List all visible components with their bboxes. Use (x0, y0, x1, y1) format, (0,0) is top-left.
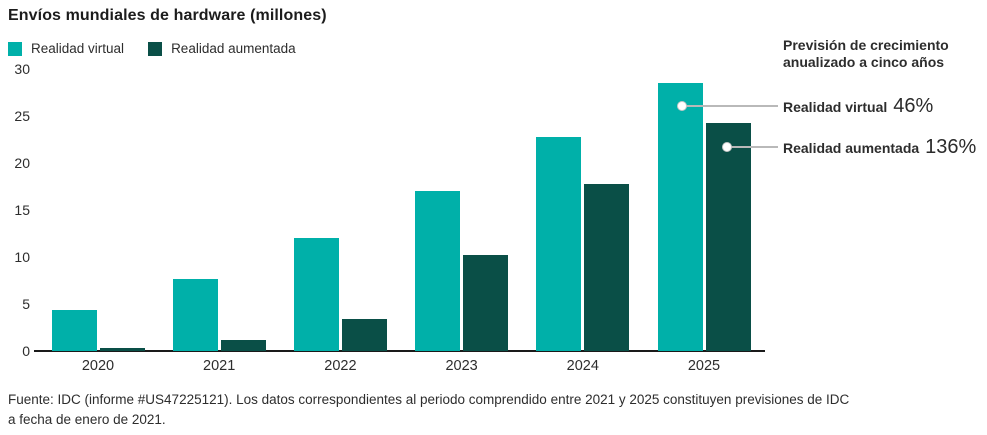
x-label-2023: 2023 (445, 358, 478, 374)
y-tick-10: 10 (14, 249, 30, 265)
x-axis-line (34, 350, 765, 352)
connector-dot-aumentada-icon (722, 142, 732, 152)
annotation-realidad-aumentada: Realidad aumentada 136% (783, 136, 976, 159)
legend-item-realidad-aumentada: Realidad aumentada (148, 41, 296, 56)
chart-title: Envíos mundiales de hardware (millones) (8, 7, 327, 24)
bar-realidad-aumentada-2020 (99, 348, 145, 351)
legend-swatch-virtual-icon (8, 41, 22, 56)
bar-realidad-aumentada-2023 (463, 255, 509, 351)
bar-realidad-virtual-2023 (415, 191, 461, 351)
legend: Realidad virtual Realidad aumentada (8, 41, 296, 56)
bar-realidad-aumentada-2022 (341, 319, 387, 351)
y-tick-0: 0 (22, 343, 30, 359)
legend-label-realidad-virtual: Realidad virtual (31, 41, 125, 56)
y-tick-20: 20 (14, 155, 30, 171)
legend-swatch-aumentada-icon (148, 41, 163, 56)
connector-dot-virtual-icon (677, 101, 687, 111)
annotation-label-virtual: Realidad virtual (783, 99, 888, 115)
x-label-2024: 2024 (566, 358, 599, 374)
x-label-2025: 2025 (687, 358, 721, 374)
bar-realidad-aumentada-2024 (584, 183, 630, 351)
bar-realidad-virtual-2021 (172, 278, 218, 351)
annotation-label-aumentada: Realidad aumentada (783, 140, 920, 156)
bar-realidad-aumentada-2021 (220, 339, 266, 351)
annotation-realidad-virtual: Realidad virtual 46% (783, 95, 933, 118)
bar-realidad-aumentada-2025 (705, 122, 751, 351)
x-label-2020: 2020 (81, 358, 115, 374)
y-tick-30: 30 (14, 61, 30, 77)
legend-item-realidad-virtual: Realidad virtual (8, 41, 124, 56)
connector-line-virtual (686, 105, 778, 107)
x-label-2021: 2021 (203, 358, 236, 374)
source-note: Fuente: IDC (informe #US47225121). Los d… (8, 390, 968, 430)
x-label-2022: 2022 (324, 358, 357, 374)
annotation-header-line2: anualizado a cinco años (783, 54, 945, 70)
source-note-line2: a fecha de enero de 2021. (8, 412, 166, 427)
legend-label-realidad-aumentada: Realidad aumentada (171, 41, 296, 56)
bar-realidad-virtual-2022 (293, 238, 339, 351)
bar-realidad-virtual-2025 (657, 83, 703, 351)
y-tick-15: 15 (14, 202, 30, 218)
source-note-line1: Fuente: IDC (informe #US47225121). Los d… (8, 392, 850, 407)
bar-realidad-virtual-2024 (536, 136, 582, 351)
annotation-value-aumentada: 136% (925, 136, 977, 158)
annotation-header: Previsión de crecimiento anualizado a ci… (783, 37, 983, 71)
annotation-value-virtual: 46% (893, 95, 934, 117)
y-tick-5: 5 (22, 296, 30, 312)
annotation-header-line1: Previsión de crecimiento (783, 37, 949, 53)
y-tick-25: 25 (14, 108, 30, 124)
connector-line-aumentada (731, 146, 778, 148)
bar-realidad-virtual-2020 (51, 309, 97, 351)
